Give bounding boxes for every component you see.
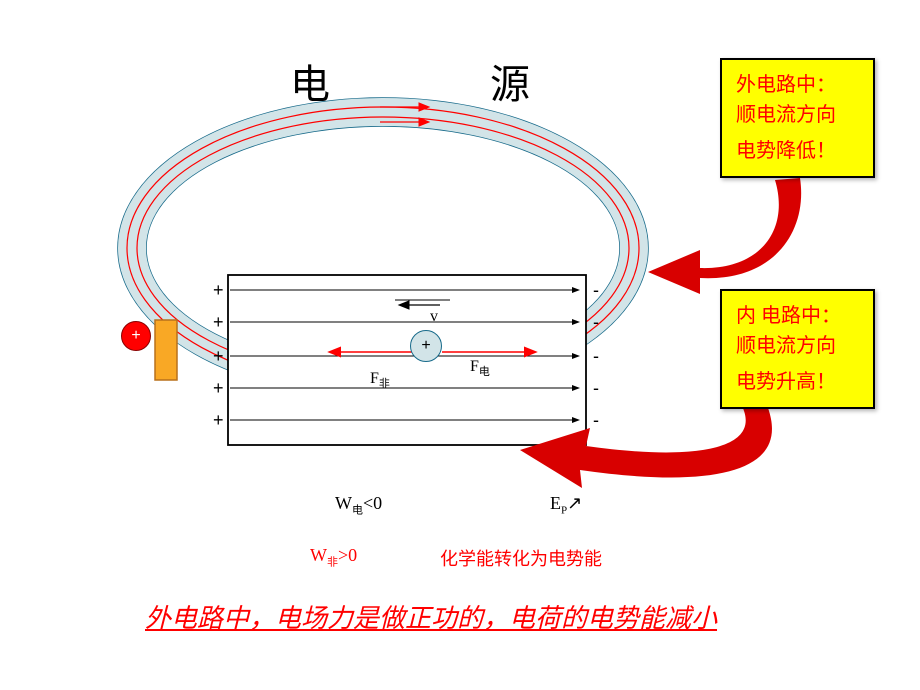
callout-line: 电势降低！ <box>736 136 859 166</box>
minus-sign: - <box>593 280 599 301</box>
diagram-stage: 电 源 外电路中： 顺电流方向 电势降低！ 内 电路中： 顺电流方向 电势升高！ +… <box>0 0 920 690</box>
callout-external-circuit: 外电路中： 顺电流方向 电势降低！ <box>720 58 875 178</box>
minus-sign: - <box>593 378 599 399</box>
plus-sign: + <box>213 410 224 431</box>
plus-sign: + <box>213 312 224 333</box>
equation-w-electric: W电<0 <box>335 493 382 518</box>
equation-chemical: 化学能转化为电势能 <box>440 545 602 571</box>
label-velocity: v <box>430 308 438 326</box>
minus-sign: - <box>593 410 599 431</box>
label-force-electric: F电 <box>470 358 490 379</box>
callout-line: 顺电流方向 <box>736 335 836 357</box>
callout-arrow-top <box>648 178 801 294</box>
plus-sign: + <box>213 346 224 367</box>
equation-ep: EP↗ <box>550 493 582 517</box>
minus-sign: - <box>593 312 599 333</box>
minus-sign: - <box>593 346 599 367</box>
bottom-note: 外电路中，电场力是做正功的，电荷的电势能减小 <box>145 598 717 635</box>
charge-label: + <box>421 337 430 355</box>
label-force-nonelectric: F非 <box>370 370 390 391</box>
callout-line: 顺电流方向 <box>736 104 836 126</box>
callout-line: 内 电路中： <box>736 305 841 327</box>
charge-red-plus: + <box>121 321 151 351</box>
equation-w-nonelectric: W非>0 <box>310 545 357 570</box>
callout-internal-circuit: 内 电路中： 顺电流方向 电势升高！ <box>720 289 875 409</box>
callout-line: 外电路中： <box>736 74 836 96</box>
charge-blue-plus: + <box>410 330 442 362</box>
charge-label: + <box>131 327 140 345</box>
callout-line: 电势升高！ <box>736 367 859 397</box>
page-title: 电 源 <box>290 52 590 110</box>
plus-sign: + <box>213 378 224 399</box>
plus-sign: + <box>213 280 224 301</box>
